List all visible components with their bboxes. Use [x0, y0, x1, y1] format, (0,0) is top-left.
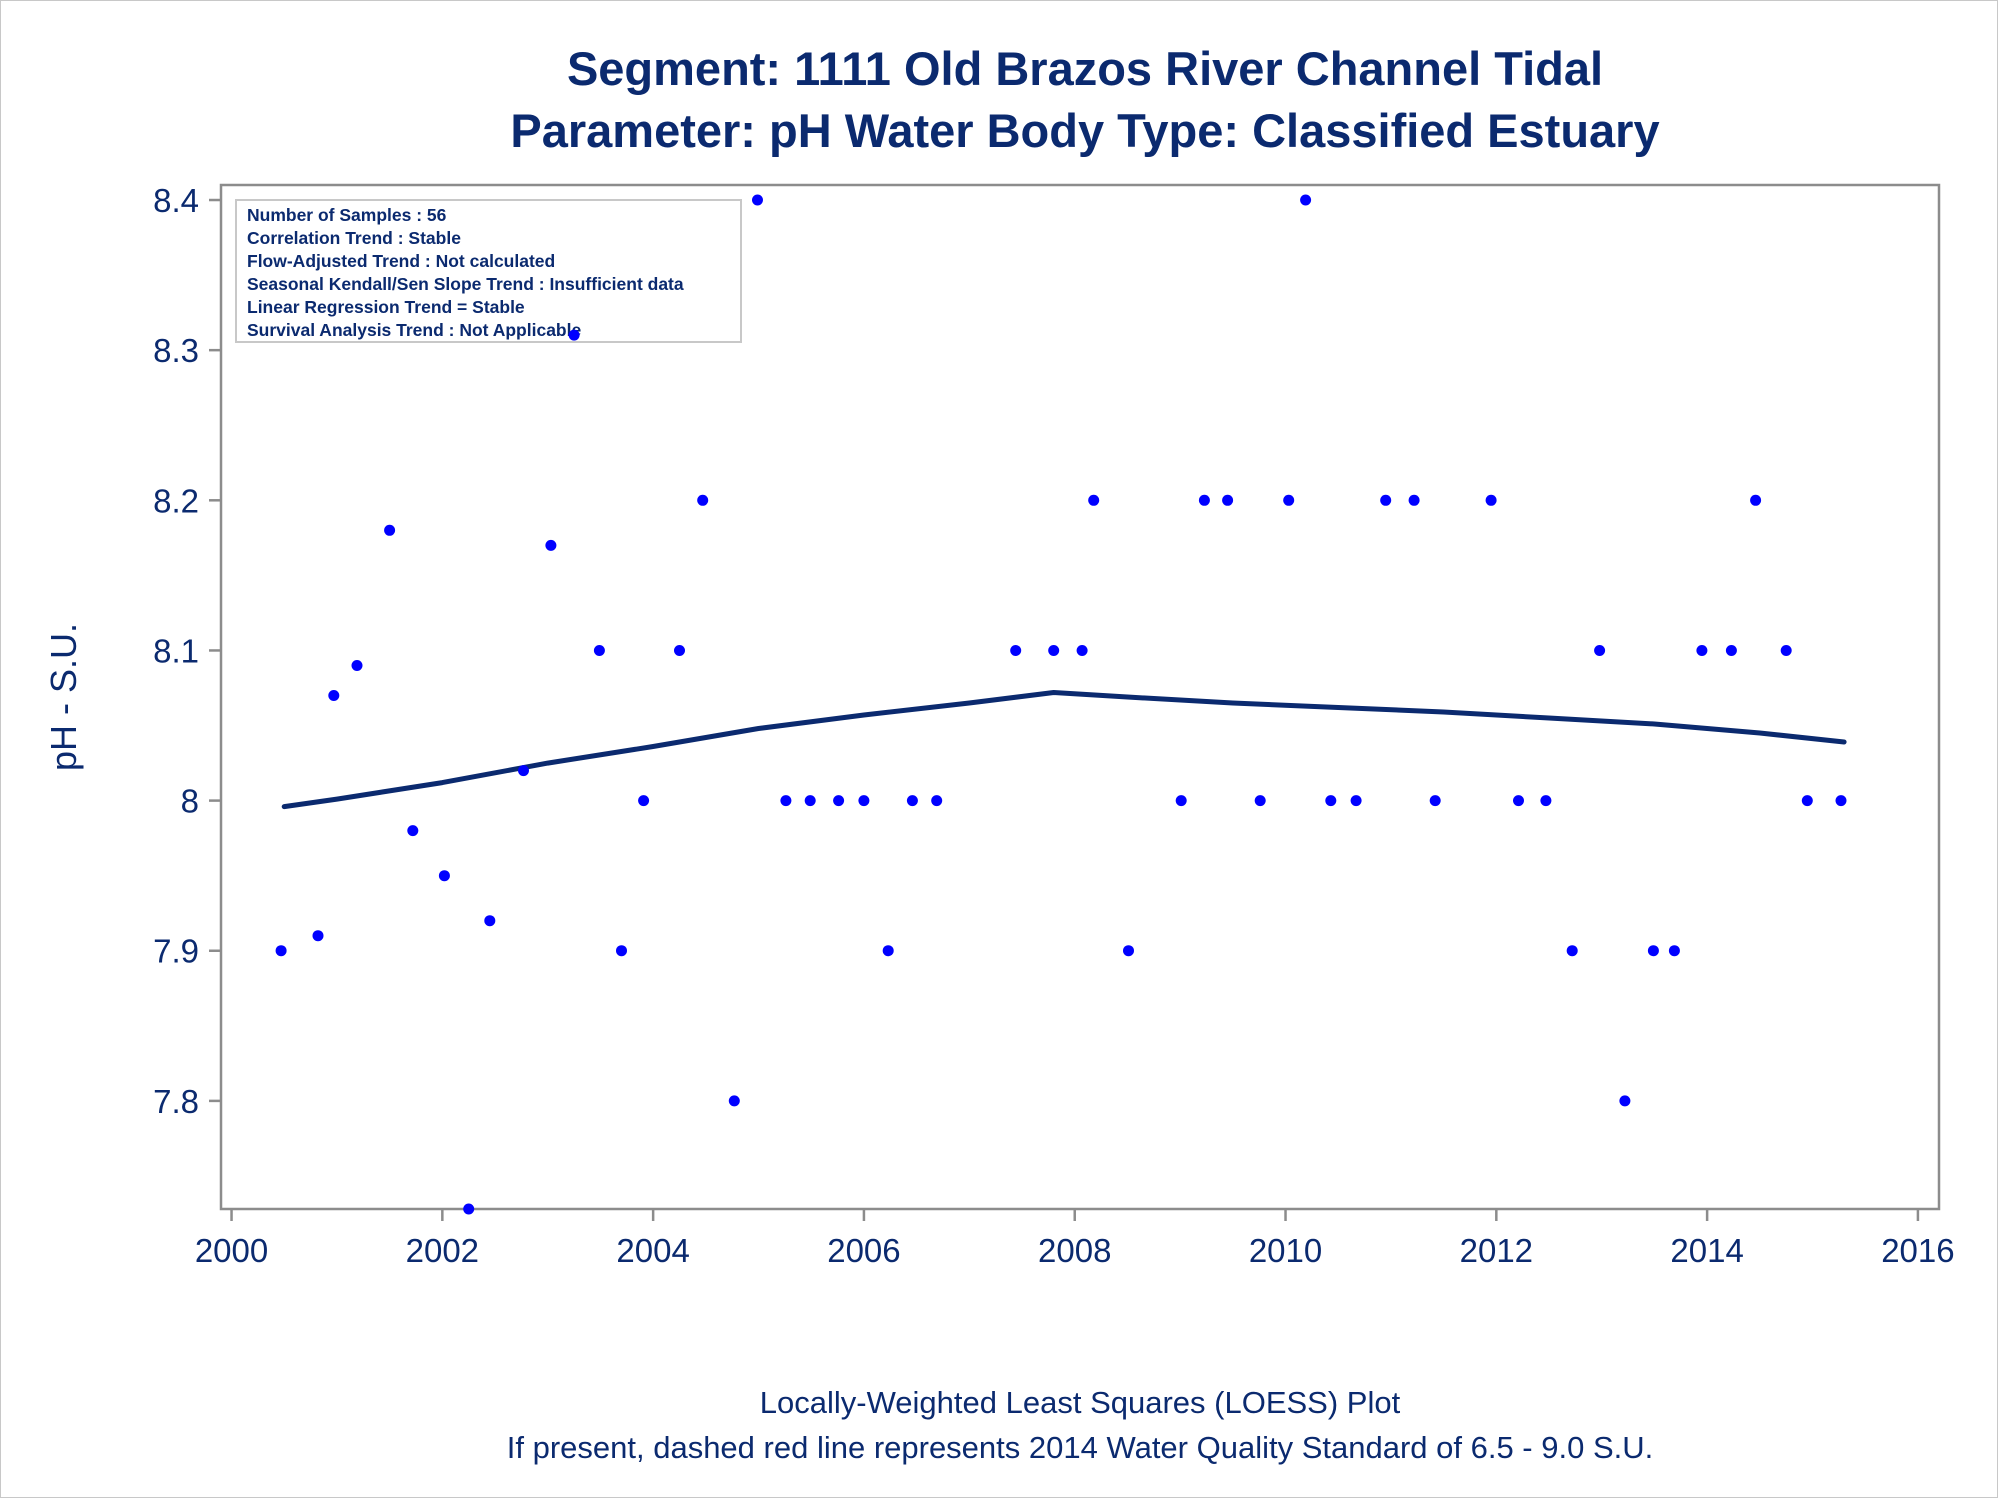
plot-area: [219, 183, 1941, 1211]
y-tick-label: 8.1: [153, 632, 199, 669]
data-point: [1429, 795, 1441, 807]
data-point: [674, 645, 685, 656]
data-point: [1780, 645, 1792, 656]
data-point: [1076, 645, 1088, 656]
x-tick-label: 2012: [1460, 1232, 1533, 1269]
y-tick-label: 7.9: [153, 933, 199, 970]
x-tick-label: 2014: [1670, 1232, 1743, 1269]
y-tick-label: 8.2: [153, 482, 199, 519]
x-tick-label: 2010: [1249, 1232, 1322, 1269]
data-point: [545, 539, 557, 551]
data-point: [1540, 795, 1552, 807]
x-tick-label: 2008: [1038, 1232, 1111, 1269]
footnote-standard: If present, dashed red line represents 2…: [507, 1430, 1654, 1465]
data-point: [1647, 945, 1659, 957]
x-axis: 2000 2002 2004 2006 2008 2010 2012 2014 2016: [195, 1209, 1955, 1269]
data-point: [1801, 795, 1813, 807]
chart-title: Segment: 1111 Old Brazos River Channel T…: [567, 42, 1603, 95]
statistics-inset: Number of Samples : 56 Correlation Trend …: [235, 199, 742, 343]
x-tick-label: 2004: [616, 1232, 689, 1269]
inset-border: [235, 199, 742, 343]
inset-line: Flow-Adjusted Trend : Not calculated: [247, 251, 555, 271]
data-point: [1408, 494, 1420, 506]
data-point: [1380, 494, 1392, 506]
data-point: [518, 765, 529, 777]
y-tick-label: 8.4: [153, 182, 199, 219]
data-point: [1198, 494, 1210, 506]
data-point: [804, 795, 816, 807]
data-point: [638, 795, 650, 807]
inset-line: Correlation Trend : Stable: [247, 228, 461, 248]
y-axis: 7.8 7.9 8 8.1 8.2 8.3 8.4: [153, 182, 221, 1120]
series-layer: [275, 194, 1847, 1215]
data-point: [1619, 1095, 1631, 1107]
data-point: [1725, 645, 1737, 656]
data-point: [1048, 645, 1060, 656]
data-point: [384, 524, 396, 536]
data-point: [328, 690, 340, 701]
data-point: [728, 1095, 740, 1107]
data-point: [1513, 795, 1524, 807]
data-point: [780, 795, 792, 807]
chart-subtitle: Parameter: pH Water Body Type: Classifie…: [510, 104, 1659, 157]
data-point: [407, 825, 419, 837]
data-point: [833, 795, 845, 807]
data-point: [1750, 494, 1762, 506]
inset-line: Linear Regression Trend = Stable: [247, 297, 525, 317]
data-point: [351, 660, 363, 671]
data-point: [1123, 945, 1134, 957]
data-point: [882, 945, 894, 957]
y-axis-label: pH - S.U.: [43, 623, 84, 771]
x-tick-label: 2006: [827, 1232, 900, 1269]
data-point: [1835, 795, 1847, 807]
data-point: [752, 194, 763, 206]
data-point: [463, 1203, 475, 1215]
data-point: [1566, 945, 1578, 957]
inset-line: Survival Analysis Trend : Not Applicable: [247, 320, 581, 340]
data-point: [1254, 795, 1266, 807]
data-point: [697, 494, 709, 506]
data-point: [484, 915, 496, 927]
data-point: [438, 870, 450, 882]
y-tick-label: 7.8: [153, 1083, 199, 1120]
data-point: [1088, 494, 1100, 506]
data-point: [1696, 645, 1708, 656]
y-tick-label: 8: [181, 783, 199, 820]
inset-line: Number of Samples : 56: [247, 205, 447, 225]
data-point: [1300, 194, 1312, 206]
data-point: [312, 930, 324, 942]
data-point: [1010, 645, 1022, 656]
data-point: [1485, 494, 1497, 506]
data-point: [1325, 795, 1337, 807]
data-point: [1222, 494, 1234, 506]
data-point: [858, 795, 870, 807]
data-point: [1175, 795, 1187, 807]
data-point: [931, 795, 943, 807]
data-point: [906, 795, 918, 807]
data-point: [1668, 945, 1680, 957]
y-tick-label: 8.3: [153, 332, 199, 369]
inset-line: Seasonal Kendall/Sen Slope Trend : Insuf…: [247, 274, 684, 294]
x-tick-label: 2016: [1881, 1232, 1954, 1269]
data-point: [593, 645, 605, 656]
x-tick-label: 2002: [406, 1232, 479, 1269]
data-point: [1283, 494, 1295, 506]
data-point: [1594, 645, 1606, 656]
x-tick-label: 2000: [195, 1232, 268, 1269]
data-point: [568, 329, 580, 341]
data-point: [616, 945, 627, 957]
footnote-method: Locally-Weighted Least Squares (LOESS) P…: [760, 1385, 1401, 1420]
loess-trend-line: [281, 690, 1847, 810]
data-point: [275, 945, 287, 957]
data-point: [1350, 795, 1362, 807]
